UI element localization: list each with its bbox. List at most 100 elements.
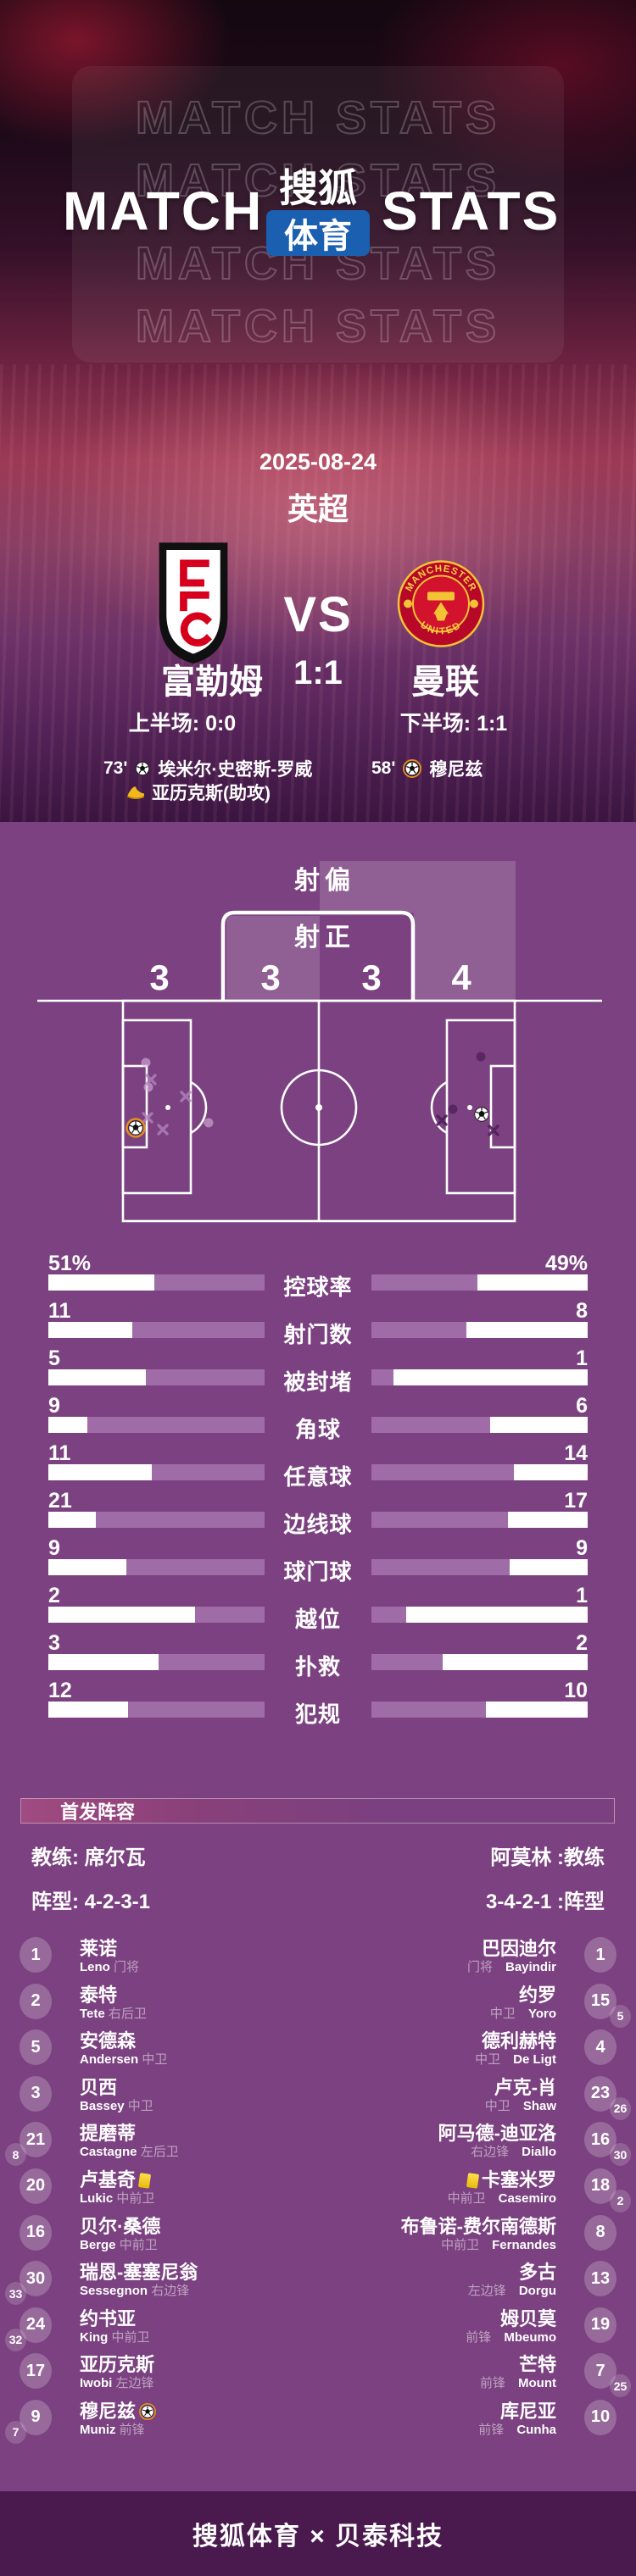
shirt-number-badge: 19 <box>584 2307 616 2343</box>
home-player-row: 5 安德森 Andersen 中卫 <box>0 2027 318 2074</box>
stat-row: 11 14 任意球 <box>0 1441 636 1490</box>
player-position: 中前卫 <box>116 2190 155 2206</box>
home-stat-value: 2 <box>48 1584 60 1607</box>
stat-row: 5 1 被封堵 <box>0 1346 636 1395</box>
player-en-name: Bassey <box>80 2098 125 2113</box>
stadium-light-rays <box>0 364 636 822</box>
own-goal-football-icon <box>403 759 422 778</box>
hero-background <box>0 0 636 822</box>
away-player-row: 16 30 阿马德-迪亚洛 右边锋 Diallo <box>318 2119 636 2167</box>
player-en-name: Bayindir <box>505 1960 556 1974</box>
away-stat-bar <box>371 1322 588 1338</box>
substitute-number-badge: 8 <box>5 2143 26 2167</box>
manchester-united-badge: MANCHESTER UNITED <box>397 560 485 647</box>
player-name: 卢基奇 <box>80 2168 137 2190</box>
player-en-name: Yoro <box>527 2006 556 2021</box>
home-stat-bar <box>48 1512 265 1528</box>
stat-row: 3 2 扑救 <box>0 1631 636 1679</box>
player-position: 右边锋 <box>471 2145 510 2160</box>
player-name: 芒特 <box>518 2354 556 2376</box>
sohu-sports-logo-badge: 体育 <box>266 210 370 256</box>
player-position: 中前卫 <box>441 2237 480 2252</box>
player-position: 左边锋 <box>467 2284 506 2299</box>
shot-on-target-marker <box>204 1118 214 1128</box>
shirt-number-badge: 2 <box>20 1983 52 2019</box>
stat-label: 球门球 <box>283 1559 353 1585</box>
player-position: 前锋 <box>479 2376 505 2391</box>
player-en-name: Fernandes <box>492 2237 556 2252</box>
away-goal-event: 58' 穆尼兹 <box>371 756 483 781</box>
home-stat-bar <box>48 1702 265 1718</box>
second-half-score: 下半场: 1:1 <box>399 712 508 736</box>
goal-time: 58' <box>371 758 396 778</box>
shirt-number-badge: 24 <box>20 2307 52 2343</box>
home-player-row: 1 莱诺 Leno 门将 <box>0 1935 318 1981</box>
watermark-text: MATCH STATS <box>135 154 500 207</box>
stat-label: 角球 <box>294 1417 341 1442</box>
player-position: 左后卫 <box>140 2145 179 2160</box>
shirt-number-badge: 5 <box>20 2029 52 2066</box>
yellow-card-icon <box>137 2173 152 2189</box>
player-en-name: Casemiro <box>498 2190 556 2206</box>
away-coach: 阿莫林 :教练 <box>490 1846 605 1869</box>
page-title-match: MATCH <box>63 180 264 242</box>
player-en-name: Muniz <box>80 2422 116 2437</box>
shot-on-target-marker <box>476 1052 486 1062</box>
player-name: 安德森 <box>80 2030 137 2052</box>
away-stat-bar <box>371 1607 588 1623</box>
shot-on-target-marker <box>448 1104 458 1114</box>
player-name: 姆贝莫 <box>499 2307 556 2329</box>
player-position: 前锋 <box>119 2422 145 2437</box>
home-lineup-list: 1 莱诺 Leno 门将 2 泰特 Tete 右后卫 5 安德森 Andersen 中卫 3 贝西 B… <box>0 1935 318 2444</box>
svg-text:偏: 偏 <box>325 867 350 895</box>
player-name: 约罗 <box>518 1984 556 2006</box>
player-en-name: De Ligt <box>513 2052 556 2068</box>
shirt-number-badge: 1 <box>584 1937 616 1973</box>
away-stat-value: 8 <box>576 1299 588 1323</box>
player-name: 瑞恩-塞塞尼翁 <box>80 2262 198 2284</box>
away-player-row: 4 德利赫特 中卫 De Ligt <box>318 2027 636 2074</box>
shot-off-target-marker <box>180 1091 192 1102</box>
away-player-row: 23 26 卢克-肖 中卫 Shaw <box>318 2074 636 2120</box>
svg-text:正: 正 <box>325 924 350 952</box>
shirt-number-badge: 21 <box>20 2122 52 2158</box>
fulham-badge <box>159 542 228 664</box>
player-position: 中卫 <box>127 2098 153 2113</box>
player-name: 莱诺 <box>80 1938 118 1959</box>
home-player-row: 9 7 穆尼兹 Muniz 前锋 <box>0 2397 318 2444</box>
shirt-number-badge: 13 <box>584 2261 616 2297</box>
home-stat-value: 12 <box>48 1679 72 1702</box>
player-en-name: Mbeumo <box>504 2329 556 2345</box>
player-position: 中卫 <box>142 2052 168 2068</box>
player-name: 阿马德-迪亚洛 <box>438 2123 556 2145</box>
shirt-number-badge: 15 <box>584 1983 616 2019</box>
shirt-number-badge: 16 <box>20 2214 52 2251</box>
home-stat-bar <box>48 1559 265 1575</box>
player-en-name: Cunha <box>516 2422 556 2437</box>
player-en-name: Sessegnon <box>80 2284 148 2299</box>
away-formation: 3-4-2-1 :阵型 <box>485 1890 605 1913</box>
stat-label: 越位 <box>294 1607 341 1632</box>
home-player-row: 20 卢基奇 Lukic 中前卫 <box>0 2166 318 2212</box>
player-position: 中卫 <box>489 2006 516 2021</box>
player-en-name: Andersen <box>80 2052 139 2068</box>
player-name: 穆尼兹 <box>80 2400 137 2422</box>
home-stat-bar <box>48 1274 265 1291</box>
player-position: 右后卫 <box>108 2006 147 2021</box>
shirt-number-badge: 8 <box>584 2214 616 2251</box>
away-stat-bar <box>371 1559 588 1575</box>
shirt-number-badge: 16 <box>584 2122 616 2158</box>
first-half-score: 上半场: 0:0 <box>128 712 237 736</box>
stat-row: 51% 49% 控球率 <box>0 1252 636 1300</box>
home-player-row: 21 8 提磨蒂 Castagne 左后卫 <box>0 2119 318 2167</box>
player-position: 门将 <box>466 1960 493 1974</box>
stat-label: 犯规 <box>294 1702 341 1727</box>
substitute-number-badge: 33 <box>5 2282 26 2306</box>
svg-text:射: 射 <box>294 924 320 952</box>
player-position: 门将 <box>114 1960 140 1974</box>
player-name: 提磨蒂 <box>80 2123 137 2145</box>
home-player-row: 30 33 瑞恩-塞塞尼翁 Sessegnon 右边锋 <box>0 2258 318 2306</box>
shot-markers <box>126 1052 499 1138</box>
assist-event: 亚历克斯(助攻) <box>126 780 271 805</box>
away-player-row: 1 巴因迪尔 门将 Bayindir <box>318 1935 636 1981</box>
